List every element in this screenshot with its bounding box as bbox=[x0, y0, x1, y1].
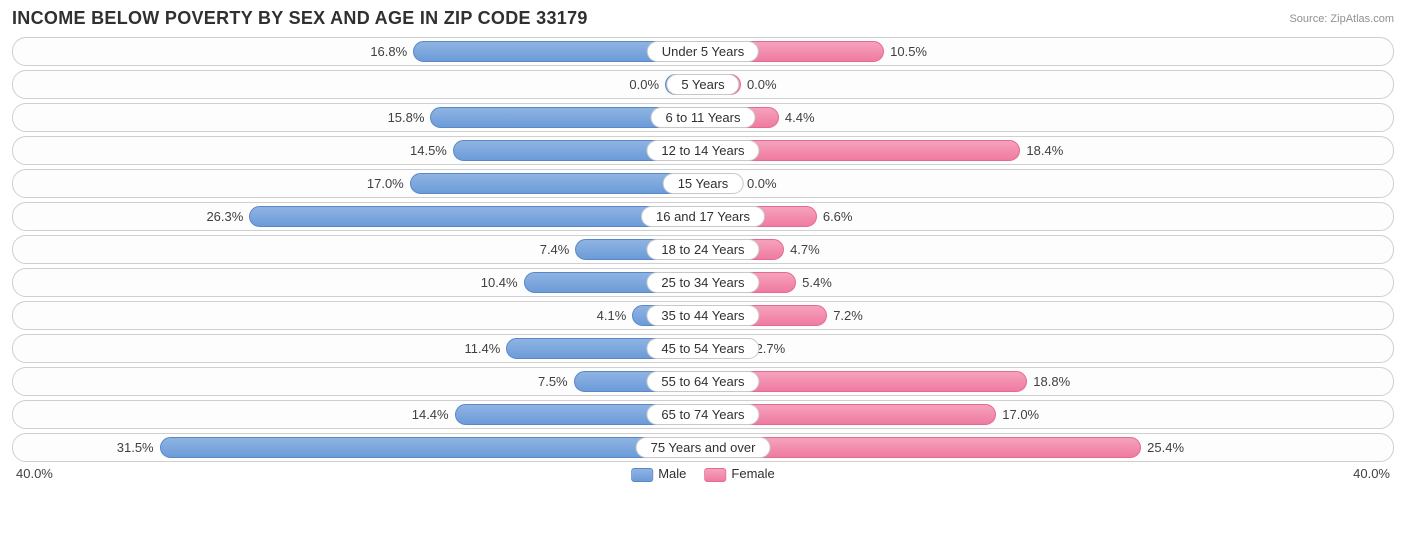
legend-male: Male bbox=[631, 466, 686, 482]
chart-row: 7.5% 18.8% 55 to 64 Years bbox=[12, 367, 1394, 396]
male-value: 0.0% bbox=[629, 71, 665, 98]
female-value: 0.0% bbox=[741, 71, 777, 98]
category-label: 16 and 17 Years bbox=[641, 206, 765, 227]
female-value: 5.4% bbox=[796, 269, 832, 296]
male-value: 4.1% bbox=[597, 302, 633, 329]
legend-male-label: Male bbox=[658, 466, 686, 481]
chart-row: 10.4% 5.4% 25 to 34 Years bbox=[12, 268, 1394, 297]
chart-row: 14.4% 17.0% 65 to 74 Years bbox=[12, 400, 1394, 429]
female-swatch-icon bbox=[704, 468, 726, 482]
category-label: 35 to 44 Years bbox=[646, 305, 759, 326]
legend: Male Female bbox=[631, 466, 775, 482]
male-value: 17.0% bbox=[367, 170, 410, 197]
category-label: 12 to 14 Years bbox=[646, 140, 759, 161]
chart-row: 0.0% 0.0%5 Years bbox=[12, 70, 1394, 99]
axis-left-label: 40.0% bbox=[16, 466, 53, 481]
chart-row: 31.5% 25.4% 75 Years and over bbox=[12, 433, 1394, 462]
male-bar bbox=[410, 173, 703, 194]
category-label: 45 to 54 Years bbox=[646, 338, 759, 359]
diverging-bar-chart: 16.8%10.5%Under 5 Years0.0%0.0%5 Years15… bbox=[12, 37, 1394, 462]
female-value: 7.2% bbox=[827, 302, 863, 329]
axis-row: 40.0% Male Female 40.0% bbox=[12, 466, 1394, 488]
male-bar bbox=[249, 206, 703, 227]
chart-row: 7.4% 4.7% 18 to 24 Years bbox=[12, 235, 1394, 264]
chart-title: INCOME BELOW POVERTY BY SEX AND AGE IN Z… bbox=[12, 8, 588, 29]
chart-source: Source: ZipAtlas.com bbox=[1289, 13, 1394, 25]
chart-row: 4.1% 7.2% 35 to 44 Years bbox=[12, 301, 1394, 330]
female-value: 17.0% bbox=[996, 401, 1039, 428]
legend-female: Female bbox=[704, 466, 774, 482]
category-label: 15 Years bbox=[663, 173, 744, 194]
female-value: 4.4% bbox=[779, 104, 815, 131]
male-bar bbox=[160, 437, 703, 458]
male-value: 16.8% bbox=[370, 38, 413, 65]
category-label: Under 5 Years bbox=[647, 41, 759, 62]
female-value: 6.6% bbox=[817, 203, 853, 230]
chart-row: 16.8% 10.5% Under 5 Years bbox=[12, 37, 1394, 66]
female-value: 0.0% bbox=[741, 170, 777, 197]
category-label: 25 to 34 Years bbox=[646, 272, 759, 293]
male-value: 31.5% bbox=[117, 434, 160, 461]
male-value: 15.8% bbox=[388, 104, 431, 131]
category-label: 18 to 24 Years bbox=[646, 239, 759, 260]
male-value: 14.5% bbox=[410, 137, 453, 164]
chart-row: 11.4%2.7%45 to 54 Years bbox=[12, 334, 1394, 363]
chart-row: 14.5% 18.4% 12 to 14 Years bbox=[12, 136, 1394, 165]
male-value: 26.3% bbox=[206, 203, 249, 230]
category-label: 65 to 74 Years bbox=[646, 404, 759, 425]
female-value: 10.5% bbox=[884, 38, 927, 65]
legend-female-label: Female bbox=[731, 466, 774, 481]
category-label: 5 Years bbox=[666, 74, 739, 95]
chart-row: 17.0% 0.0%15 Years bbox=[12, 169, 1394, 198]
category-label: 55 to 64 Years bbox=[646, 371, 759, 392]
category-label: 75 Years and over bbox=[636, 437, 771, 458]
female-value: 18.4% bbox=[1020, 137, 1063, 164]
female-value: 18.8% bbox=[1027, 368, 1070, 395]
female-value: 4.7% bbox=[784, 236, 820, 263]
male-swatch-icon bbox=[631, 468, 653, 482]
category-label: 6 to 11 Years bbox=[651, 107, 756, 128]
male-value: 7.4% bbox=[540, 236, 576, 263]
chart-header: INCOME BELOW POVERTY BY SEX AND AGE IN Z… bbox=[12, 8, 1394, 29]
chart-row: 26.3% 6.6% 16 and 17 Years bbox=[12, 202, 1394, 231]
chart-row: 15.8% 4.4% 6 to 11 Years bbox=[12, 103, 1394, 132]
male-value: 10.4% bbox=[481, 269, 524, 296]
male-value: 14.4% bbox=[412, 401, 455, 428]
male-value: 11.4% bbox=[464, 335, 506, 362]
axis-right-label: 40.0% bbox=[1353, 466, 1390, 481]
female-value: 25.4% bbox=[1141, 434, 1184, 461]
male-value: 7.5% bbox=[538, 368, 574, 395]
